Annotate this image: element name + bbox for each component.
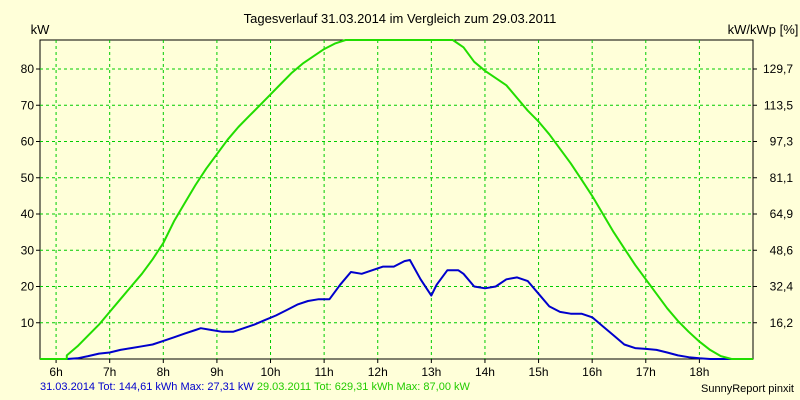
- x-tick-label: 11h: [315, 365, 334, 379]
- y2-tick-label: 16,2: [770, 316, 794, 330]
- x-tick-label: 10h: [261, 365, 281, 379]
- y-tick-label: 20: [21, 280, 35, 294]
- x-tick-label: 14h: [475, 365, 495, 379]
- series-lines: [40, 39, 753, 360]
- x-tick-label: 18h: [689, 365, 709, 379]
- x-tick-label: 16h: [582, 365, 602, 379]
- chart: Tagesverlauf 31.03.2014 im Vergleich zum…: [21, 11, 799, 379]
- y2-tick-label: 113,5: [764, 98, 793, 112]
- x-tick-label: 17h: [636, 365, 656, 379]
- x-tick-label: 15h: [529, 365, 549, 379]
- series-line-2: [40, 39, 753, 360]
- y-tick-label: 40: [21, 207, 35, 221]
- y2-tick-label: 32,4: [770, 280, 794, 294]
- y-tick-label: 80: [21, 62, 35, 76]
- x-tick-label: 7h: [103, 365, 116, 379]
- y-tick-label: 10: [21, 316, 35, 330]
- x-tick-label: 12h: [368, 365, 388, 379]
- y-tick-label: 30: [21, 243, 35, 257]
- y2-tick-label: 129,7: [763, 62, 793, 76]
- series2-summary: 29.03.2011 Tot: 629,31 kWh Max: 87,00 kW: [256, 381, 470, 393]
- x-tick-label: 8h: [157, 365, 170, 379]
- y-axis-label: kW: [31, 22, 51, 37]
- gridlines: [40, 40, 753, 359]
- tick-labels: 6h 7h 8h 9h 10h 11h 12h 13h 14h 15h 16h 17h 18h 10 16,…: [21, 62, 794, 379]
- y2-tick-label: 97,3: [770, 135, 794, 149]
- y-tick-label: 70: [21, 98, 35, 112]
- x-tick-label: 6h: [49, 365, 62, 379]
- series1-summary: 31.03.2014 Tot: 144,61 kWh Max: 27,31 kW: [40, 381, 254, 393]
- y-tick-label: 60: [21, 135, 35, 149]
- footer-summary: 31.03.2014 Tot: 144,61 kWh Max: 27,31 kW…: [40, 381, 470, 393]
- chart-title: Tagesverlauf 31.03.2014 im Vergleich zum…: [244, 11, 557, 26]
- y2-axis-label: kW/kWp [%]: [728, 22, 799, 37]
- x-tick-label: 13h: [421, 365, 441, 379]
- y2-tick-label: 64,9: [770, 207, 794, 221]
- y-tick-label: 50: [21, 171, 35, 185]
- x-tick-label: 9h: [210, 365, 223, 379]
- y2-tick-label: 81,1: [770, 171, 794, 185]
- y2-tick-label: 48,6: [770, 243, 794, 257]
- series-line-1: [40, 259, 753, 360]
- credit-text: SunnyReport pinxit: [701, 383, 794, 395]
